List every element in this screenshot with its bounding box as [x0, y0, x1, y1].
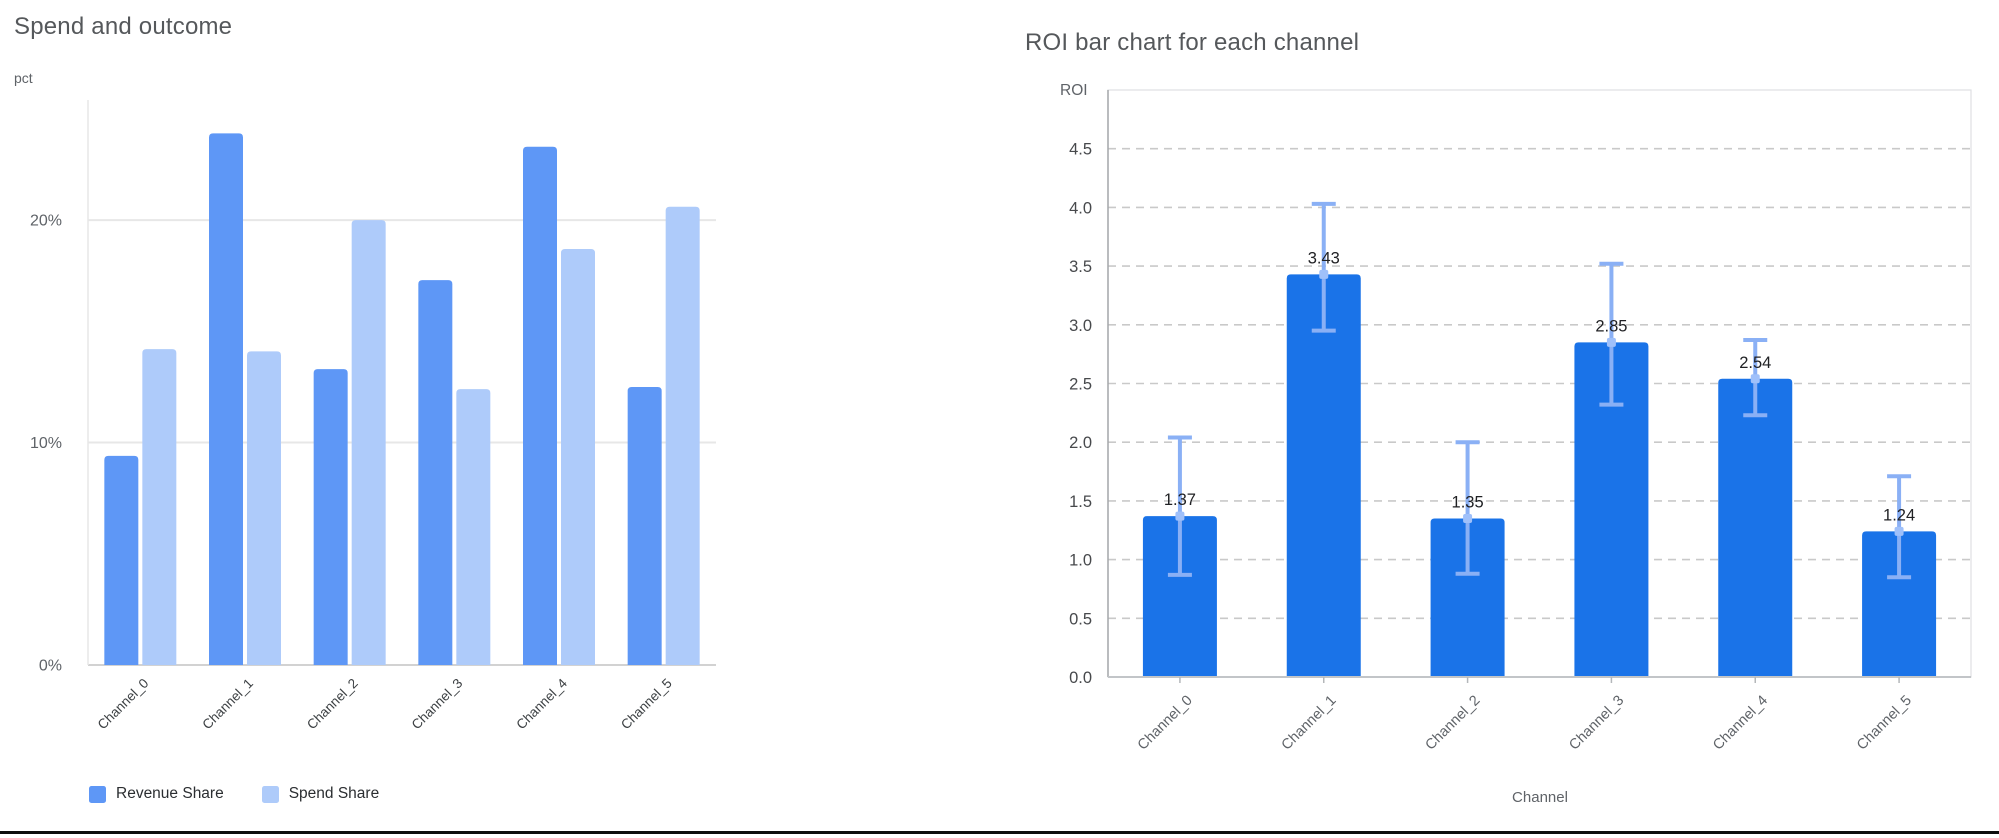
- x-tick-label: Channel_3: [409, 676, 466, 733]
- spend-outcome-y-axis-unit: pct: [14, 70, 33, 86]
- legend-swatch: [261, 785, 279, 803]
- legend-item-revenue-share: Revenue Share: [89, 785, 224, 803]
- bar-value-label: 1.37: [1164, 491, 1196, 509]
- x-tick-label: Channel_5: [1854, 693, 1915, 754]
- y-tick-label: 4.0: [1069, 199, 1092, 217]
- spend-outcome-legend: Revenue Share Spend Share: [89, 785, 379, 803]
- bar-value-label: 1.24: [1883, 506, 1915, 524]
- x-tick-label: Channel_3: [1566, 693, 1627, 754]
- legend-label: Spend Share: [288, 785, 380, 802]
- bar-spend-share-channel_4: [561, 249, 595, 665]
- bar-revenue-share-channel_2: [313, 369, 348, 665]
- legend-swatch: [89, 785, 106, 803]
- y-tick-label: 1.0: [1069, 552, 1092, 570]
- bar-value-label: 1.35: [1452, 494, 1484, 512]
- y-tick-label: 0.5: [1069, 610, 1092, 628]
- x-tick-label: Channel_2: [1422, 693, 1483, 754]
- y-tick-label: 2.5: [1069, 376, 1092, 394]
- roi-bar-channel_2: [1430, 518, 1505, 677]
- y-tick-label: 20%: [30, 213, 62, 230]
- roi-bar-channel_0: [1142, 516, 1217, 677]
- bar-value-label: 2.85: [1595, 317, 1627, 335]
- x-tick-label: Channel_5: [618, 676, 675, 733]
- bar-revenue-share-channel_1: [209, 133, 243, 665]
- y-tick-label: 3.0: [1069, 317, 1092, 335]
- x-tick-label: Channel_4: [513, 675, 570, 732]
- x-tick-label: Channel_0: [95, 676, 152, 733]
- y-tick-label: 3.5: [1069, 258, 1092, 276]
- bar-spend-share-channel_2: [351, 220, 386, 665]
- bar-revenue-share-channel_4: [523, 146, 557, 666]
- y-tick-label: 10%: [30, 435, 62, 452]
- roi-bar-channel_4: [1718, 378, 1793, 677]
- roi-bar-channel_5: [1862, 531, 1937, 677]
- x-tick-label: Channel_4: [1710, 693, 1771, 754]
- roi-bar-channel_1: [1286, 274, 1361, 677]
- bar-revenue-share-channel_0: [104, 455, 139, 665]
- y-tick-label: 0.0: [1069, 669, 1092, 687]
- bar-spend-share-channel_3: [456, 389, 491, 665]
- y-tick-label: 2.0: [1069, 434, 1092, 452]
- roi-y-axis-label: ROI: [1060, 82, 1088, 99]
- y-tick-label: 4.5: [1069, 141, 1092, 159]
- window-bottom-edge: [0, 831, 1999, 834]
- bar-value-label: 2.54: [1739, 354, 1771, 372]
- bar-spend-share-channel_0: [142, 349, 177, 665]
- legend-item-spend-share: Spend Share: [261, 785, 380, 803]
- x-tick-label: Channel_1: [199, 676, 256, 733]
- bar-spend-share-channel_5: [665, 206, 700, 665]
- spend-outcome-title: Spend and outcome: [14, 13, 233, 40]
- y-tick-label: 1.5: [1069, 493, 1092, 511]
- bar-spend-share-channel_1: [247, 351, 281, 665]
- roi-x-axis-label: Channel: [1512, 789, 1568, 806]
- roi-bar-channel_3: [1574, 342, 1649, 677]
- bar-revenue-share-channel_3: [418, 280, 453, 665]
- x-tick-label: Channel_1: [1279, 693, 1340, 754]
- bar-value-label: 3.43: [1308, 249, 1340, 267]
- bar-revenue-share-channel_5: [627, 386, 662, 665]
- x-tick-label: Channel_2: [304, 676, 361, 733]
- x-tick-label: Channel_0: [1135, 693, 1196, 754]
- legend-label: Revenue Share: [116, 785, 224, 802]
- roi-chart-title: ROI bar chart for each channel: [1025, 29, 1360, 56]
- y-tick-label: 0%: [39, 658, 62, 675]
